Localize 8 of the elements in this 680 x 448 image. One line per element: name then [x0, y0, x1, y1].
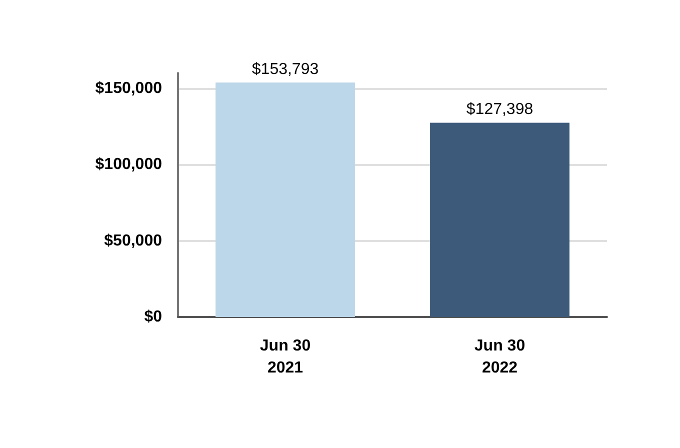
y-tick-label: $150,000 [95, 80, 162, 97]
x-tick-label: Jun 30 2021 [260, 338, 311, 376]
data-label: $127,398 [466, 101, 534, 118]
y-tick-label: $0 [144, 308, 162, 326]
data-label: $153,793 [252, 60, 319, 78]
x-tick-label: Jun 30 2022 [474, 338, 526, 376]
y-tick-label: $50,000 [104, 232, 162, 250]
y-tick-label: $100,000 [95, 156, 162, 173]
